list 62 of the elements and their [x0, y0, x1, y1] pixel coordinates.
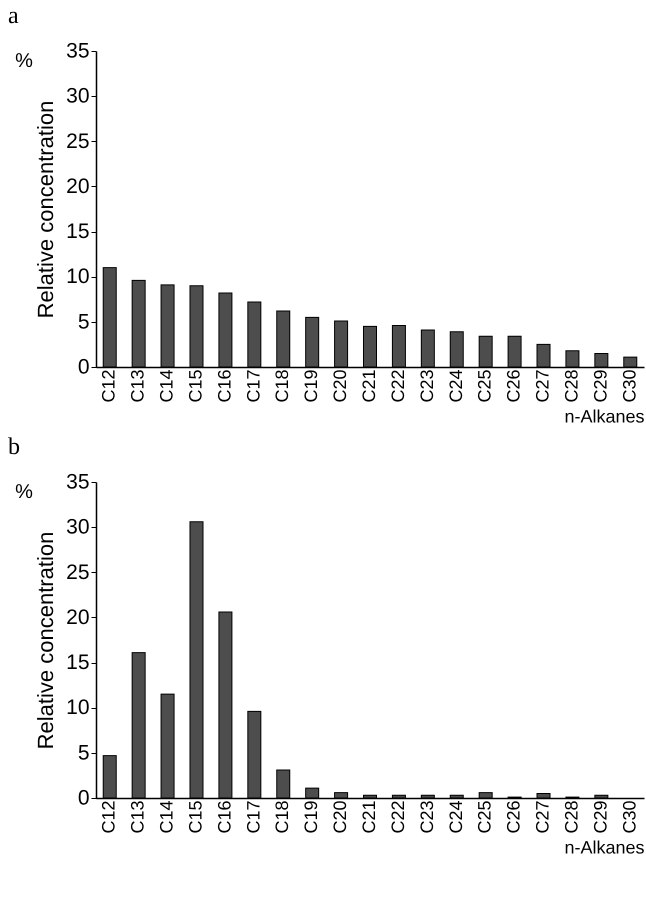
x-tick-label: C28	[561, 800, 582, 834]
y-tick-label: 20	[66, 606, 90, 629]
y-tick-label: 25	[66, 560, 90, 584]
x-tick-label: C21	[359, 800, 379, 834]
y-axis-title: Relative concentration	[33, 100, 58, 318]
x-tick-label: C20	[330, 370, 350, 403]
text: %	[15, 481, 34, 503]
x-tick-label: C19	[301, 370, 322, 403]
y-tick-label: 10	[66, 265, 90, 288]
x-tick-label: C16	[214, 800, 234, 834]
x-tick-label: C27	[532, 370, 553, 403]
y-tick-label: 15	[66, 651, 90, 674]
x-tick-label: C20	[330, 800, 350, 834]
x-tick-label: C15	[185, 370, 206, 403]
y-tick-label: 5	[78, 310, 90, 334]
y-axis-title: Relative concentration	[33, 532, 58, 750]
y-tick-label: 30	[66, 516, 90, 539]
x-tick-label: C25	[474, 370, 495, 403]
x-tick-label: C25	[474, 800, 495, 834]
x-tick-label: C14	[156, 370, 177, 403]
x-tick-label: C21	[359, 370, 379, 403]
x-tick-label: C12	[98, 370, 119, 403]
x-tick-label: C24	[446, 370, 466, 403]
x-tick-label: C13	[128, 800, 148, 834]
x-tick-label: C18	[272, 800, 292, 834]
y-tick-label: 15	[66, 220, 90, 244]
x-tick-label: C30	[619, 370, 640, 403]
x-tick-label: C15	[185, 800, 206, 834]
x-tick-label: C28	[561, 370, 582, 403]
x-tick-label: C13	[128, 370, 148, 403]
x-tick-label: C22	[388, 800, 408, 834]
x-tick-label: C23	[416, 800, 437, 834]
y-tick-label: 35	[66, 40, 90, 62]
y-tick-label: 25	[66, 130, 90, 153]
x-tick-label: C26	[504, 370, 524, 403]
y-tick-label: 10	[66, 696, 90, 720]
x-tick-label: C24	[446, 800, 466, 834]
x-axis-title: n-Alkanes	[564, 406, 644, 427]
chart-title: a	[8, 3, 19, 29]
y-tick-label: 20	[66, 174, 90, 198]
x-tick-label: C14	[156, 800, 177, 834]
y-tick-label: 5	[78, 741, 90, 764]
x-axis-title: n-Alkanes	[564, 838, 644, 858]
x-tick-label: C27	[532, 800, 553, 834]
x-tick-label: C19	[301, 800, 322, 834]
x-tick-label: C16	[214, 370, 234, 403]
x-tick-label: C22	[388, 370, 408, 403]
x-tick-label: C17	[243, 370, 264, 403]
x-tick-label: C23	[416, 370, 437, 403]
x-tick-label: C30	[619, 800, 640, 834]
x-tick-label: C12	[98, 800, 119, 834]
x-tick-label: C17	[243, 800, 264, 834]
y-tick-label: 30	[66, 84, 90, 108]
y-tick-label: 0	[78, 786, 90, 810]
x-tick-label: C26	[504, 800, 524, 834]
y-tick-label: 35	[66, 470, 90, 494]
chart-title: b	[8, 434, 20, 460]
x-tick-label: C18	[272, 370, 292, 403]
y-tick-label: 0	[78, 356, 90, 378]
x-tick-label: C29	[590, 800, 610, 834]
text: %	[15, 50, 34, 72]
x-tick-label: C29	[590, 370, 610, 403]
